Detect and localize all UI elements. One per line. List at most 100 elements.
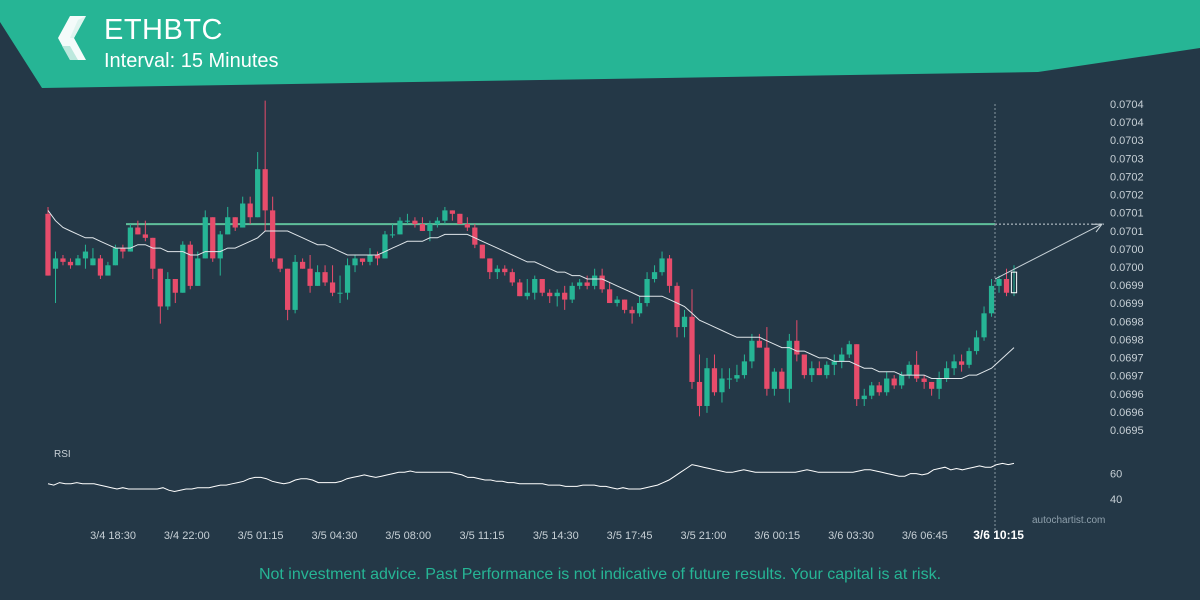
watermark: autochartist.com <box>1032 515 1106 526</box>
candle-body <box>82 251 89 259</box>
candle-body <box>651 272 658 280</box>
candle-body <box>419 224 426 231</box>
candle-body <box>427 224 433 231</box>
candle-body <box>442 210 448 221</box>
candle-body <box>644 279 650 304</box>
candle-body <box>869 385 875 396</box>
rsi-tick-label: 60 <box>1110 469 1122 481</box>
rsi-panel: 60 40 <box>47 462 1122 506</box>
candle-body <box>711 368 718 393</box>
interval-label: Interval: 15 Minutes <box>104 50 279 72</box>
candle-body <box>988 285 995 314</box>
candle-body <box>240 203 246 228</box>
candle-body <box>457 213 463 225</box>
candle-body <box>52 258 59 269</box>
y-tick-label: 0.0704 <box>1110 117 1144 129</box>
candle-body <box>696 381 703 406</box>
x-tick-label: 3/5 11:15 <box>459 530 504 542</box>
candle-body <box>636 303 643 314</box>
y-tick-label: 0.0703 <box>1110 135 1144 147</box>
candle-body <box>734 375 740 379</box>
x-tick-label: 3/5 17:45 <box>607 530 653 542</box>
candle-body <box>891 378 897 386</box>
candle-body <box>165 279 171 307</box>
candle-body <box>936 378 942 389</box>
candle-body <box>374 254 381 259</box>
candle-body <box>914 364 920 379</box>
candle-body <box>554 292 560 297</box>
x-tick-label: 3/4 22:00 <box>164 530 210 542</box>
y-tick-label: 0.0701 <box>1110 226 1144 238</box>
candle-body <box>951 361 957 369</box>
y-tick-label: 0.0700 <box>1110 244 1144 256</box>
candle-body <box>741 361 748 376</box>
candle-body <box>621 299 628 310</box>
y-tick-label: 0.0695 <box>1110 425 1144 437</box>
y-tick-label: 0.0696 <box>1110 407 1144 419</box>
x-tick-label: 3/5 01:15 <box>238 530 284 542</box>
candle-body <box>517 282 523 297</box>
candle-body <box>764 347 770 389</box>
candle-body <box>127 227 133 252</box>
candle-body <box>831 361 837 365</box>
candle-body <box>659 258 665 273</box>
candle-body <box>404 220 411 222</box>
candle-body <box>981 313 987 338</box>
candle-body <box>262 169 268 211</box>
candle-body <box>666 258 673 286</box>
candle-body <box>120 248 126 252</box>
x-axis: 3/4 18:30 3/4 22:00 3/5 01:15 3/5 04:30 3/5 … <box>90 528 1024 542</box>
rsi-line <box>47 462 1015 493</box>
candle-body <box>487 258 493 273</box>
candle-body <box>899 375 905 386</box>
candle-body <box>562 292 568 300</box>
x-tick-label: 3/5 08:00 <box>385 530 431 542</box>
candle-body <box>150 237 156 269</box>
candle-body <box>1010 271 1018 294</box>
candle-body <box>494 268 500 273</box>
candle-body <box>60 258 66 262</box>
candle-body <box>921 378 927 382</box>
candle-body <box>367 254 373 262</box>
x-tick-label: 3/6 00:15 <box>754 530 800 542</box>
candle-body <box>337 292 343 294</box>
candle-body <box>704 368 710 406</box>
candle-body <box>195 258 201 286</box>
candle-body <box>599 275 605 290</box>
candle-body <box>674 285 680 328</box>
candle-body <box>314 272 321 286</box>
candle-body <box>719 378 725 393</box>
y-axis: 0.0704 0.0704 0.0703 0.0703 0.0702 0.0702 0.07… <box>1110 99 1144 437</box>
candle-body <box>67 261 74 266</box>
candle-body <box>225 217 231 235</box>
x-tick-label: 3/6 06:45 <box>902 530 948 542</box>
x-tick-label: 3/5 14:30 <box>533 530 579 542</box>
y-tick-label: 0.0700 <box>1110 262 1144 274</box>
forecast-arrow-line <box>994 223 1103 280</box>
candle-body <box>352 258 358 266</box>
forecast-arrowhead <box>1091 223 1104 233</box>
candle-body <box>299 261 306 269</box>
candle-body <box>539 279 545 293</box>
rsi-tick-label: 40 <box>1110 494 1122 506</box>
candle-body <box>464 224 470 228</box>
candle-body <box>839 354 845 362</box>
candle-body <box>801 354 807 376</box>
candle-body <box>502 268 508 273</box>
candle-body <box>210 217 216 259</box>
candle-body <box>232 217 238 228</box>
y-tick-label: 0.0697 <box>1110 353 1144 365</box>
candle-body <box>344 265 351 293</box>
header-banner <box>0 0 1200 88</box>
candle-body <box>142 234 148 238</box>
candle-body <box>756 340 763 348</box>
candle-body <box>75 258 81 266</box>
y-tick-label: 0.0702 <box>1110 171 1144 183</box>
candle-body <box>809 368 815 376</box>
candle-body <box>449 210 455 214</box>
candle-body <box>45 213 51 276</box>
candle-body <box>97 258 104 276</box>
candle-body <box>929 381 935 389</box>
candle-body <box>277 258 283 269</box>
